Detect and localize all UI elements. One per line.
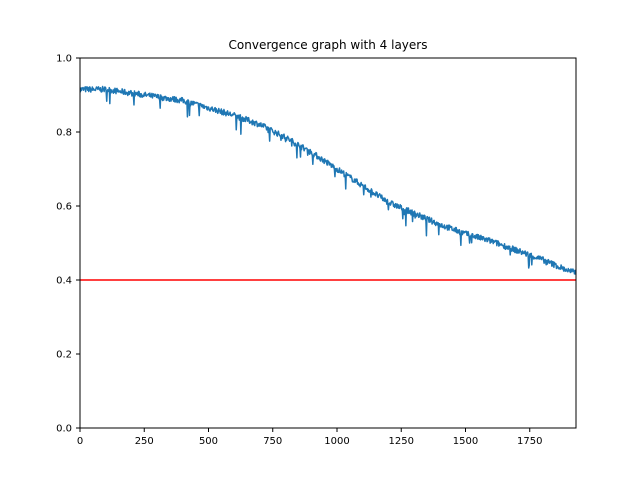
x-tick-label: 1500: [453, 436, 478, 447]
series-line-convergence: [80, 85, 576, 275]
y-tick-label: 1.0: [56, 54, 72, 65]
axes-layer: 0 250 500 750 1000 1250 1500 1750 0.0 0.2 0.4 0.6 0.…: [56, 54, 542, 448]
y-tick-label: 0.8: [56, 128, 72, 139]
x-tick-label: 1750: [517, 436, 542, 447]
chart-title: Convergence graph with 4 layers: [229, 38, 428, 52]
series-layer: [80, 85, 576, 281]
x-tick-label: 750: [263, 436, 282, 447]
plot-frame: [79, 57, 577, 429]
y-tick-label: 0.4: [56, 276, 72, 287]
y-tick-label: 0.6: [56, 202, 72, 213]
x-tick-label: 250: [135, 436, 154, 447]
y-tick-label: 0.0: [56, 424, 72, 435]
x-tick-label: 500: [199, 436, 218, 447]
x-tick-label: 1250: [389, 436, 414, 447]
x-tick-label: 0: [77, 436, 83, 447]
y-tick-label: 0.2: [56, 350, 72, 361]
x-tick-label: 1000: [324, 436, 349, 447]
